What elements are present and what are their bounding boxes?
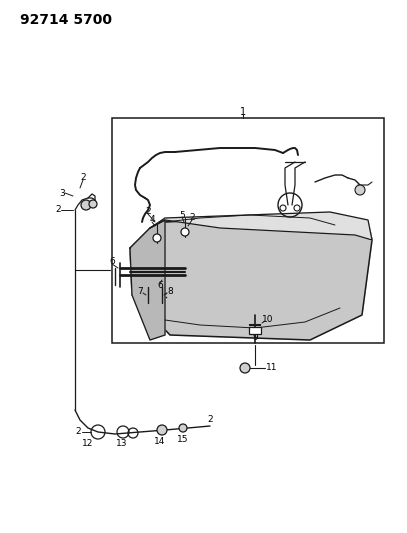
Text: 2: 2 bbox=[207, 416, 213, 424]
Circle shape bbox=[153, 234, 161, 242]
Text: 5: 5 bbox=[179, 211, 185, 220]
Text: 2: 2 bbox=[75, 427, 81, 437]
Circle shape bbox=[89, 200, 97, 208]
Text: 8: 8 bbox=[167, 287, 173, 296]
Text: 7: 7 bbox=[137, 287, 143, 296]
Polygon shape bbox=[130, 215, 372, 340]
Text: 6: 6 bbox=[157, 281, 163, 290]
Circle shape bbox=[355, 185, 365, 195]
FancyBboxPatch shape bbox=[249, 327, 261, 334]
Text: 13: 13 bbox=[116, 440, 128, 448]
Text: 15: 15 bbox=[177, 435, 189, 445]
Circle shape bbox=[240, 363, 250, 373]
Text: 2: 2 bbox=[189, 214, 195, 222]
Text: 4: 4 bbox=[149, 215, 155, 224]
Polygon shape bbox=[150, 212, 372, 240]
Circle shape bbox=[181, 228, 189, 236]
Text: 92714 5700: 92714 5700 bbox=[20, 13, 112, 27]
Text: 2: 2 bbox=[145, 207, 151, 216]
Text: 14: 14 bbox=[154, 438, 166, 447]
Circle shape bbox=[157, 425, 167, 435]
Text: 9: 9 bbox=[252, 334, 258, 343]
Text: 1: 1 bbox=[240, 107, 246, 117]
Text: 10: 10 bbox=[262, 316, 274, 325]
Text: 11: 11 bbox=[266, 364, 278, 373]
Text: 2: 2 bbox=[55, 206, 61, 214]
Text: 6: 6 bbox=[109, 257, 115, 266]
Text: 3: 3 bbox=[59, 189, 65, 198]
Circle shape bbox=[81, 200, 91, 210]
Text: 2: 2 bbox=[80, 174, 86, 182]
Circle shape bbox=[179, 424, 187, 432]
Text: 12: 12 bbox=[82, 440, 94, 448]
Circle shape bbox=[280, 205, 286, 211]
Bar bbox=[112, 118, 384, 343]
Circle shape bbox=[294, 205, 300, 211]
Polygon shape bbox=[130, 220, 165, 340]
